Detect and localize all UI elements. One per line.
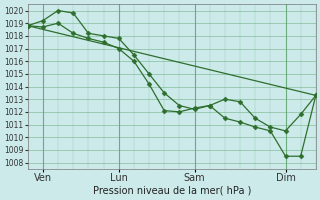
X-axis label: Pression niveau de la mer( hPa ): Pression niveau de la mer( hPa ) xyxy=(92,186,251,196)
